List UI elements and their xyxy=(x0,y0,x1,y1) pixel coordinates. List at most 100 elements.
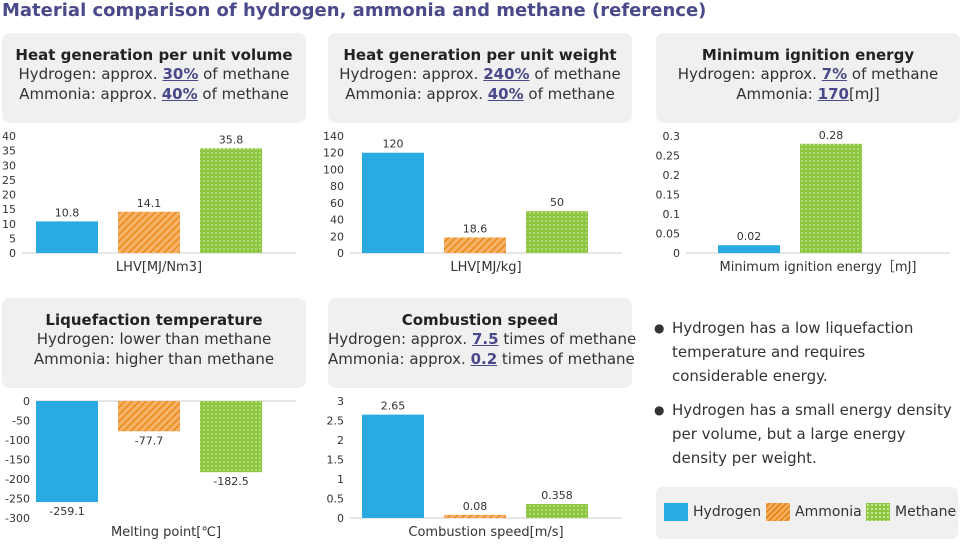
data-label-ammonia: 0.08 xyxy=(463,500,488,513)
ammonia-note: Ammonia: 170[mJ] xyxy=(736,85,880,103)
panel-title: Liquefaction temperature xyxy=(45,311,263,329)
y-tick-label: 5 xyxy=(9,232,16,245)
x-axis-label: Melting point[℃] xyxy=(111,525,221,540)
hydrogen-note: Hydrogen: approx. 30% of methane xyxy=(18,65,290,83)
bullet-dot-icon: ● xyxy=(654,403,665,417)
data-label-ammonia: 14.1 xyxy=(137,197,162,210)
y-tick-label: -150 xyxy=(5,454,30,467)
hydrogen-note: Hydrogen: approx. 240% of methane xyxy=(339,65,621,83)
y-tick-label: 0 xyxy=(337,247,344,260)
panel-liquefaction-header: Liquefaction temperature Hydrogen: lower… xyxy=(2,298,306,388)
chart-combustion: 0 0.5 1 1.5 2 2.5 3 2.65 0.08 0.358 Combustion spe… xyxy=(327,395,622,540)
y-tick-label: 0 xyxy=(9,247,16,260)
bar-ammonia xyxy=(118,401,180,432)
legend-item-methane: Methane xyxy=(866,503,956,521)
panel-ignition-header: Minimum ignition energy Hydrogen: approx… xyxy=(656,33,960,123)
y-tick-label: -200 xyxy=(5,473,30,486)
panel-volume-header: Heat generation per unit volume Hydrogen… xyxy=(2,33,306,123)
bar-ammonia xyxy=(444,237,506,253)
y-tick-label: 30 xyxy=(2,159,16,172)
y-tick-label: 40 xyxy=(2,130,16,143)
panel-weight-header: Heat generation per unit weight Hydrogen… xyxy=(328,33,632,123)
data-label-methane: 0.358 xyxy=(541,489,573,502)
notes-list: ● Hydrogen has a low liquefaction tempera… xyxy=(654,316,954,480)
data-label-methane: 35.8 xyxy=(219,133,244,146)
y-tick-label: -100 xyxy=(5,434,30,447)
panel-title: Combustion speed xyxy=(401,311,559,329)
hydrogen-swatch xyxy=(664,503,688,521)
bar-hydrogen xyxy=(362,414,424,518)
y-tick-label: -250 xyxy=(5,493,30,506)
y-tick-label: 1.5 xyxy=(327,454,345,467)
chart-ignition: 0 0.05 0.1 0.15 0.2 0.25 0.3 0.02 0.28 Minimum ig… xyxy=(656,129,950,275)
ammonia-note: Ammonia: higher than methane xyxy=(33,350,275,368)
y-tick-label: 0.1 xyxy=(663,208,681,221)
bullet-dot-icon: ● xyxy=(654,321,665,335)
data-label-hydrogen: 2.65 xyxy=(381,400,406,413)
data-label-hydrogen: 120 xyxy=(383,138,404,151)
y-tick-label: -50 xyxy=(12,415,30,428)
y-tick-label: 40 xyxy=(330,214,344,227)
y-tick-label: 25 xyxy=(2,174,16,187)
panel-title: Heat generation per unit weight xyxy=(343,46,617,64)
bar-hydrogen xyxy=(362,152,424,253)
data-label-methane: 0.28 xyxy=(819,129,844,142)
bar-hydrogen xyxy=(718,245,780,253)
y-tick-label: 2 xyxy=(337,434,344,447)
y-tick-label: 60 xyxy=(330,197,344,210)
note-item: ● Hydrogen has a small energy density per… xyxy=(654,398,954,470)
bar-ammonia xyxy=(118,211,180,253)
y-tick-label: 20 xyxy=(330,230,344,243)
ammonia-note: Ammonia: approx. 0.2 times of methane xyxy=(328,350,635,368)
y-tick-label: 0 xyxy=(23,395,30,408)
hydrogen-note: Hydrogen: lower than methane xyxy=(36,330,272,348)
bar-methane xyxy=(526,211,588,253)
y-tick-label: 35 xyxy=(2,145,16,158)
panel-title: Heat generation per unit volume xyxy=(15,46,293,64)
x-axis-label: Combustion speed[m/s] xyxy=(408,525,563,540)
legend-item-ammonia: Ammonia xyxy=(766,503,862,521)
y-tick-label: 80 xyxy=(330,180,344,193)
data-label-ammonia: -77.7 xyxy=(135,434,163,447)
y-tick-label: 0 xyxy=(337,512,344,525)
y-tick-label: 0.2 xyxy=(663,169,681,182)
data-label-hydrogen: -259.1 xyxy=(49,505,84,518)
y-tick-label: -300 xyxy=(5,512,30,525)
data-label-methane: 50 xyxy=(550,196,564,209)
y-tick-label: 0 xyxy=(673,247,680,260)
y-tick-label: 120 xyxy=(323,147,344,160)
y-tick-label: 10 xyxy=(2,218,16,231)
panel-combustion-header: Combustion speed Hydrogen: approx. 7.5 t… xyxy=(328,298,637,388)
y-tick-label: 0.05 xyxy=(656,228,681,241)
y-tick-label: 3 xyxy=(337,395,344,408)
y-tick-label: 15 xyxy=(2,203,16,216)
bar-ammonia xyxy=(444,514,506,518)
ammonia-note: Ammonia: approx. 40% of methane xyxy=(19,85,289,103)
y-tick-label: 0.15 xyxy=(656,189,681,202)
y-tick-label: 0.5 xyxy=(327,493,345,506)
methane-swatch xyxy=(866,503,890,521)
chart-weight: 0 20 40 60 80 100 120 140 120 18.6 50 LHV[MJ/kg] xyxy=(323,130,622,275)
hydrogen-note: Hydrogen: approx. 7% of methane xyxy=(677,65,939,83)
y-tick-label: 140 xyxy=(323,130,344,143)
y-tick-label: 0.25 xyxy=(656,150,681,163)
ammonia-note: Ammonia: approx. 40% of methane xyxy=(345,85,615,103)
panel-title: Minimum ignition energy xyxy=(701,46,915,64)
bar-methane xyxy=(800,143,862,253)
y-tick-label: 1 xyxy=(337,473,344,486)
bar-methane xyxy=(526,504,588,518)
chart-liquefaction: 0 -50 -100 -150 -200 -250 -300 -259.1 -77.7 -182.… xyxy=(5,395,296,540)
hydrogen-note: Hydrogen: approx. 7.5 times of methane xyxy=(328,330,637,348)
bar-methane xyxy=(200,148,262,253)
data-label-hydrogen: 0.02 xyxy=(737,230,762,243)
y-tick-label: 20 xyxy=(2,189,16,202)
x-axis-label: Minimum ignition energy［mJ] xyxy=(720,260,917,275)
data-label-hydrogen: 10.8 xyxy=(55,206,80,219)
x-axis-label: LHV[MJ/kg] xyxy=(450,260,521,275)
note-item: ● Hydrogen has a low liquefaction tempera… xyxy=(654,316,954,388)
bar-hydrogen xyxy=(36,401,98,503)
page-title: Material comparison of hydrogen, ammonia… xyxy=(2,0,707,21)
legend: Hydrogen Ammonia Methane xyxy=(656,487,958,539)
y-tick-label: 2.5 xyxy=(327,415,345,428)
